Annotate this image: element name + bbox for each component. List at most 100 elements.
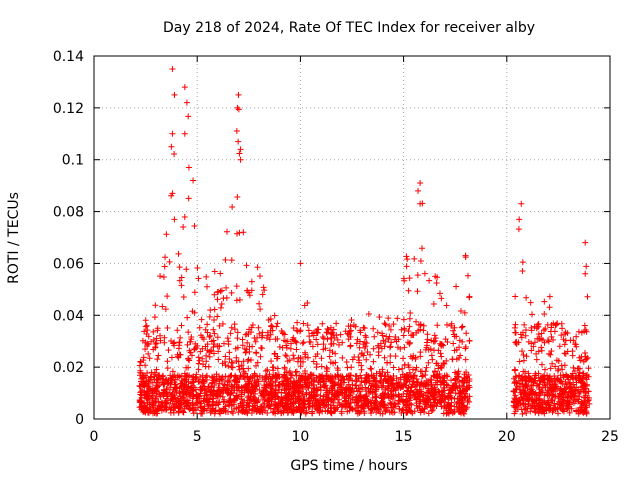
data-point <box>304 322 311 329</box>
data-point <box>377 410 384 417</box>
data-point <box>286 357 293 364</box>
data-point <box>302 410 309 417</box>
data-point <box>573 408 580 415</box>
data-point <box>307 403 314 410</box>
data-point <box>430 301 437 308</box>
data-point <box>349 396 356 403</box>
data-point <box>198 316 205 323</box>
data-point <box>427 376 434 383</box>
data-point <box>252 338 259 345</box>
data-point <box>415 187 422 194</box>
data-point <box>573 379 580 386</box>
data-point <box>226 355 233 362</box>
data-point <box>152 302 159 309</box>
data-point <box>554 376 561 383</box>
data-point <box>430 387 437 394</box>
data-point <box>430 372 437 379</box>
data-point <box>323 364 330 371</box>
data-point <box>325 407 332 414</box>
data-point <box>361 339 368 346</box>
data-point <box>581 350 588 357</box>
data-point <box>207 307 214 314</box>
data-point <box>169 368 176 375</box>
data-point <box>162 306 169 313</box>
data-point <box>535 320 542 327</box>
data-point <box>215 348 222 355</box>
data-point <box>191 223 198 230</box>
data-point <box>405 364 412 371</box>
data-point <box>422 346 429 353</box>
data-point <box>413 318 420 325</box>
data-point <box>169 395 176 402</box>
data-point <box>345 381 352 388</box>
data-point <box>228 364 235 371</box>
data-point <box>310 389 317 396</box>
data-point <box>312 353 319 360</box>
data-point <box>264 401 271 408</box>
data-point <box>174 351 181 358</box>
data-point <box>323 329 330 336</box>
data-point <box>579 379 586 386</box>
data-point <box>414 272 421 279</box>
data-point <box>570 391 577 398</box>
data-point <box>542 384 549 391</box>
data-point <box>290 324 297 331</box>
data-point <box>396 393 403 400</box>
data-point <box>406 315 413 322</box>
data-point <box>458 324 465 331</box>
data-point <box>331 393 338 400</box>
data-point <box>211 373 218 380</box>
data-point <box>442 336 449 343</box>
data-point <box>228 324 235 331</box>
data-point <box>337 331 344 338</box>
data-point <box>349 356 356 363</box>
data-point <box>347 399 354 406</box>
data-point <box>324 365 331 372</box>
data-point <box>235 383 242 390</box>
data-point <box>374 404 381 411</box>
data-point <box>370 358 377 365</box>
data-point <box>269 327 276 334</box>
data-point <box>233 405 240 412</box>
data-point <box>254 405 261 412</box>
data-point <box>564 397 571 404</box>
data-point <box>429 406 436 413</box>
data-point <box>211 316 217 323</box>
data-point <box>300 358 307 365</box>
data-point <box>367 407 374 414</box>
data-point <box>425 410 432 417</box>
data-point <box>459 382 466 389</box>
data-point <box>519 329 526 336</box>
data-point <box>206 313 213 320</box>
data-point <box>540 327 547 334</box>
data-point <box>185 378 192 385</box>
data-point <box>448 320 455 327</box>
data-point <box>541 366 548 373</box>
data-point <box>549 392 556 399</box>
data-point <box>461 309 468 316</box>
data-point <box>239 404 246 411</box>
data-point <box>185 399 192 406</box>
data-point <box>511 410 518 417</box>
data-point <box>519 410 526 417</box>
data-point <box>372 397 379 404</box>
data-point <box>266 336 273 343</box>
data-point <box>358 362 365 369</box>
data-point <box>253 362 260 369</box>
data-point <box>218 301 225 308</box>
data-point <box>364 402 371 409</box>
data-point <box>160 391 167 398</box>
data-point <box>320 341 327 348</box>
data-point <box>293 372 300 379</box>
data-point <box>296 394 303 401</box>
data-point <box>297 327 304 334</box>
data-point <box>160 381 167 388</box>
data-point <box>270 409 277 416</box>
data-point <box>272 379 279 386</box>
data-point <box>523 353 530 360</box>
data-point <box>335 372 342 379</box>
data-point <box>319 334 326 341</box>
data-point <box>462 252 469 259</box>
data-point <box>305 397 312 404</box>
data-point <box>387 352 394 359</box>
